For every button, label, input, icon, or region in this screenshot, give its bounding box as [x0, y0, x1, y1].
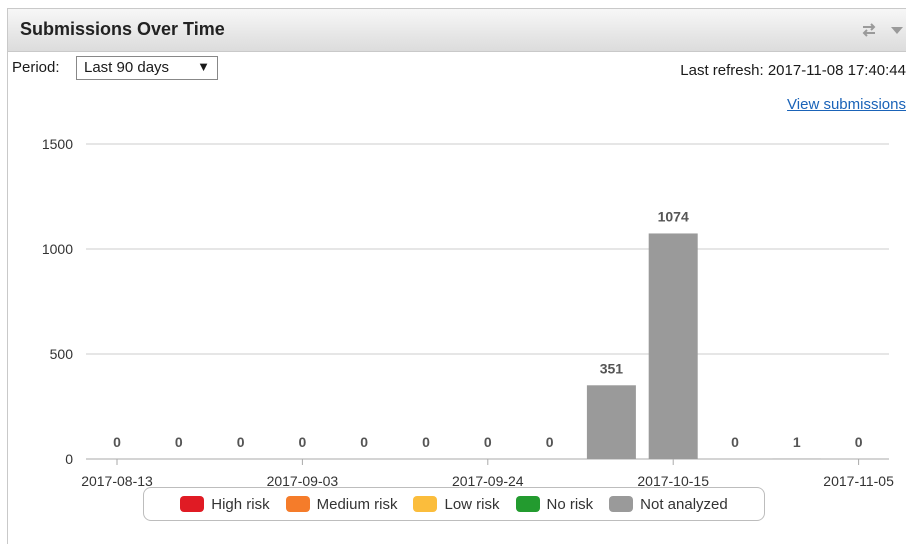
- x-tick-label: 2017-09-24: [452, 473, 524, 489]
- bar-value-label: 0: [546, 434, 554, 450]
- legend-item[interactable]: Low risk: [413, 495, 500, 513]
- legend-item[interactable]: Medium risk: [285, 495, 398, 513]
- legend-swatch: [515, 496, 540, 512]
- legend-swatch: [413, 496, 438, 512]
- legend-label: Not analyzed: [640, 495, 728, 513]
- chart-legend: High risk Medium risk Low risk No risk Not a…: [143, 487, 765, 521]
- bar: [586, 385, 636, 459]
- last-refresh-text: Last refresh: 2017-11-08 17:40:44: [680, 62, 906, 79]
- x-tick-label: 2017-10-15: [637, 473, 709, 489]
- view-submissions-link[interactable]: View submissions: [787, 96, 906, 113]
- legend-swatch: [285, 496, 310, 512]
- bar-value-label: 0: [237, 434, 245, 450]
- submissions-widget: Submissions Over Time: [7, 8, 906, 544]
- period-select[interactable]: Last 90 days ▼: [76, 56, 218, 80]
- legend-label: Low risk: [444, 495, 500, 513]
- widget-title: Submissions Over Time: [20, 19, 225, 39]
- dropdown-menu-icon[interactable]: [888, 21, 906, 39]
- legend-swatch: [180, 496, 205, 512]
- y-tick-label: 1500: [42, 136, 73, 152]
- x-tick-label: 2017-08-13: [81, 473, 153, 489]
- x-tick-label: 2017-09-03: [267, 473, 339, 489]
- bar-value-label: 0: [484, 434, 492, 450]
- legend-label: High risk: [211, 495, 270, 513]
- legend-item[interactable]: Not analyzed: [609, 496, 728, 513]
- legend-swatch: [609, 496, 634, 512]
- widget-header: Submissions Over Time: [8, 9, 906, 52]
- bar-value-label: 0: [299, 434, 307, 450]
- bar-value-label: 0: [175, 434, 183, 450]
- period-select-value: Last 90 days: [84, 59, 170, 76]
- period-label: Period:: [12, 59, 60, 76]
- header-actions: [860, 21, 906, 39]
- bar: [648, 233, 698, 459]
- legend-label: Medium risk: [316, 495, 398, 513]
- legend-label: No risk: [546, 495, 594, 513]
- y-tick-label: 500: [50, 346, 74, 362]
- legend-item[interactable]: High risk: [180, 495, 270, 513]
- x-tick-label: 2017-11-05: [823, 473, 894, 489]
- bar-value-label: 0: [113, 434, 121, 450]
- legend-item[interactable]: No risk: [515, 495, 594, 513]
- bar-value-label: 1: [793, 434, 801, 450]
- bar-value-label: 351: [600, 360, 624, 376]
- chevron-down-icon: ▼: [197, 59, 210, 74]
- refresh-icon[interactable]: [860, 21, 878, 39]
- bar-value-label: 0: [422, 434, 430, 450]
- bar-value-label: 0: [731, 434, 739, 450]
- bar-value-label: 1074: [658, 208, 689, 224]
- y-tick-label: 1000: [42, 241, 73, 257]
- bar-value-label: 0: [360, 434, 368, 450]
- y-tick-label: 0: [65, 451, 73, 467]
- bar-value-label: 0: [855, 434, 863, 450]
